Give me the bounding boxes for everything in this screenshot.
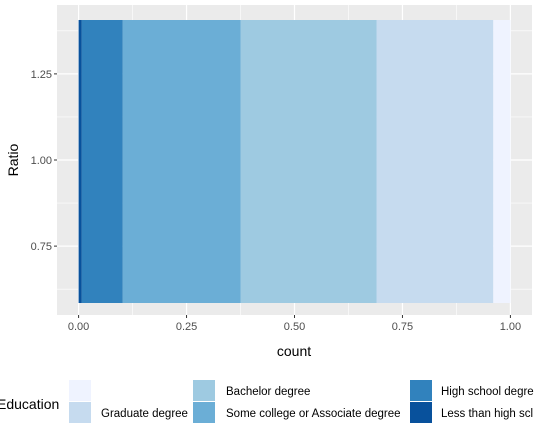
legend-key-1 — [69, 402, 91, 423]
bar-segment-1 — [376, 20, 494, 303]
legend-label-3: Some college or Associate degree — [226, 408, 401, 420]
y-tick-label: 0.75 — [31, 241, 52, 253]
bar-segment-3 — [122, 20, 241, 303]
y-tick-label: 1.25 — [31, 69, 52, 81]
bar-segment-0 — [493, 20, 511, 303]
bar-segment-5 — [78, 20, 82, 303]
bar-segments — [78, 20, 511, 303]
x-axis-title: count — [277, 343, 311, 359]
legend-key-4 — [410, 380, 432, 401]
legend-key-2 — [193, 380, 215, 401]
y-axis: 0.75 1.00 1.25 — [31, 69, 57, 253]
legend-label-1: Graduate degree — [101, 408, 188, 420]
y-axis-title: Ratio — [5, 143, 21, 176]
bar-segment-4 — [81, 20, 123, 303]
bar-segment-2 — [240, 20, 377, 303]
x-tick-label: 0.50 — [284, 321, 305, 333]
legend-label-4: High school degre — [441, 386, 534, 398]
x-tick-label: 1.00 — [500, 321, 521, 333]
legend-label-5: Less than high scl — [441, 408, 533, 420]
x-axis: 0.00 0.25 0.50 0.75 1.00 — [68, 315, 521, 333]
legend-key-0 — [69, 380, 91, 401]
legend-key-5 — [410, 402, 432, 423]
legend-title: Education — [0, 396, 59, 412]
legend-key-3 — [193, 402, 215, 423]
y-tick-label: 1.00 — [31, 155, 52, 167]
x-tick-label: 0.00 — [68, 321, 89, 333]
legend-label-2: Bachelor degree — [226, 386, 310, 398]
legend: Graduate degree Bachelor degree Some colle… — [69, 380, 534, 423]
x-tick-label: 0.25 — [176, 321, 197, 333]
x-tick-label: 0.75 — [392, 321, 413, 333]
